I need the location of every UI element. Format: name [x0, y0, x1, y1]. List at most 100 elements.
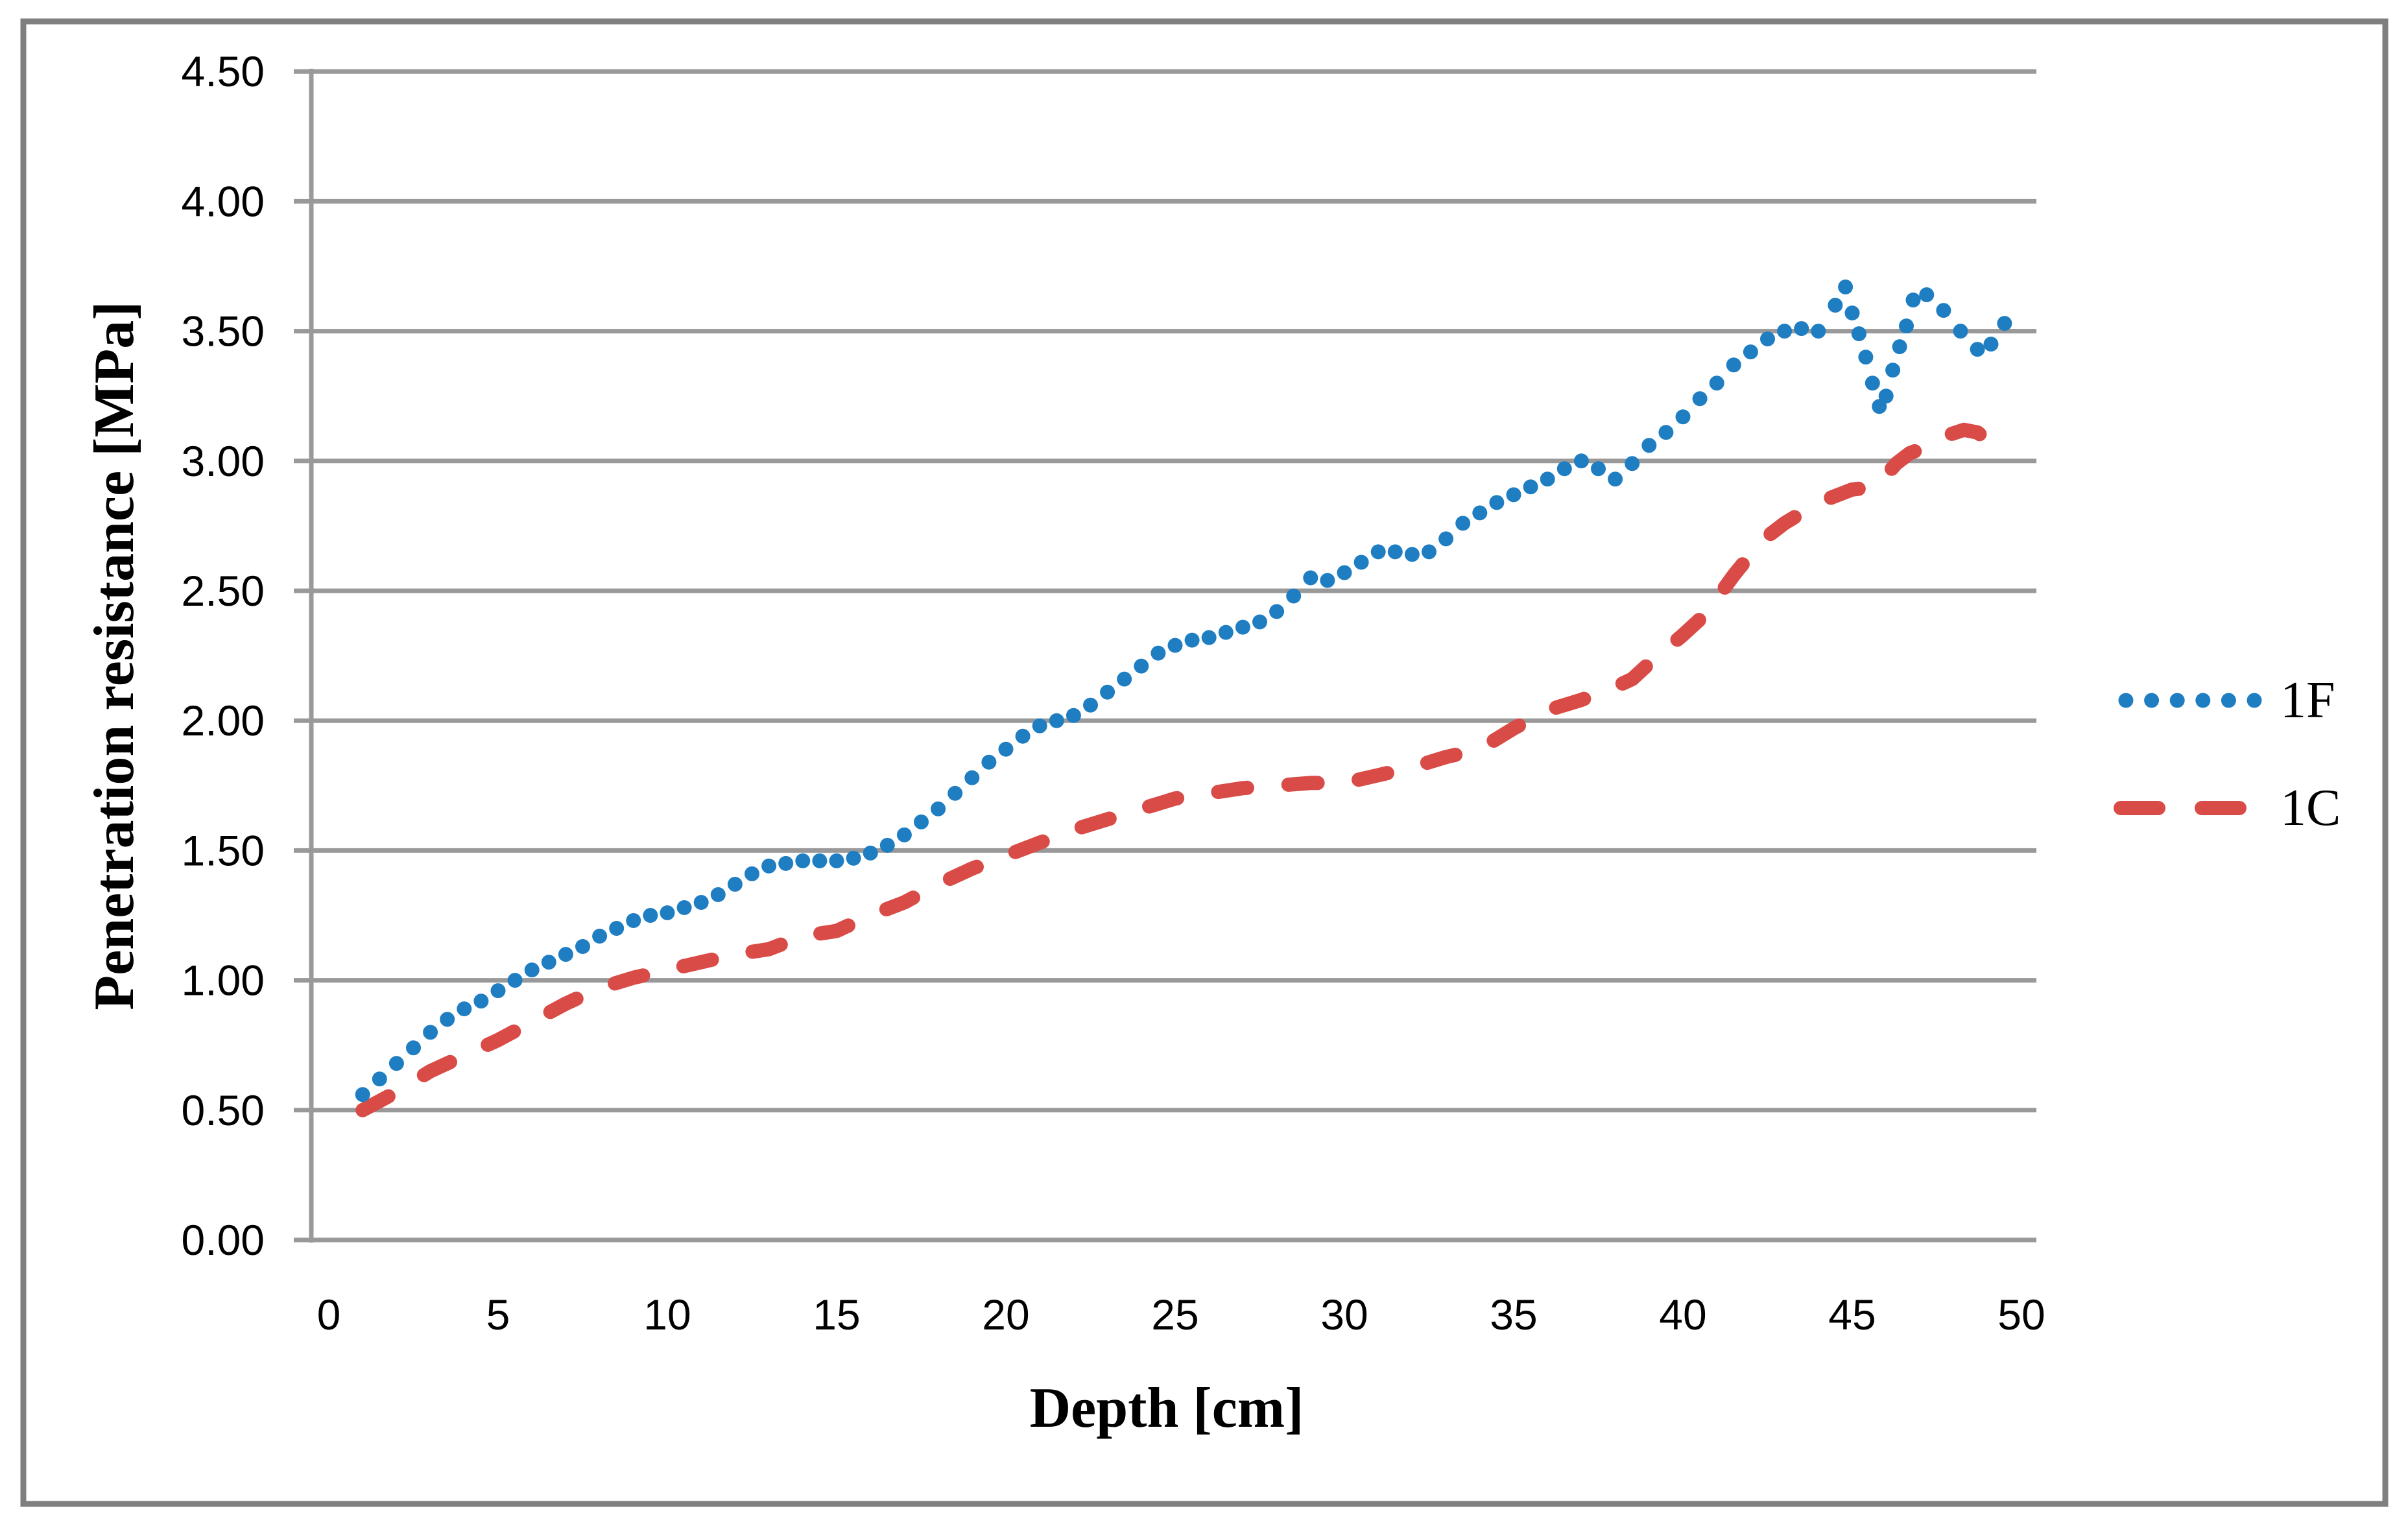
- series-1C-path: [355, 422, 1995, 1117]
- data-point-1F: [609, 921, 625, 936]
- x-tick-label: 45: [1828, 1291, 1876, 1339]
- data-point-1F: [1828, 298, 1843, 313]
- data-point-1F: [1540, 471, 1555, 487]
- data-point-1F: [1387, 544, 1403, 560]
- data-point-1F: [1252, 614, 1267, 630]
- data-point-1F: [1032, 718, 1047, 733]
- data-point-1F: [507, 973, 523, 988]
- x-tick-label: 0: [317, 1291, 341, 1339]
- data-point-1F: [1167, 637, 1183, 653]
- x-tick-label: 40: [1659, 1291, 1706, 1339]
- data-point-1F: [1844, 305, 1860, 321]
- data-point-1F: [1983, 337, 1999, 352]
- data-point-1F: [1353, 554, 1369, 570]
- data-point-1F: [931, 801, 946, 816]
- data-point-1F: [1506, 487, 1521, 503]
- y-axis-title: Penetration resistance [MPa]: [83, 301, 146, 1010]
- data-point-1F: [524, 962, 540, 978]
- data-point-1F: [727, 877, 743, 892]
- x-axis-title: Depth [cm]: [1030, 1377, 1304, 1440]
- data-point-1F: [1100, 684, 1115, 700]
- data-point-1F: [914, 814, 929, 829]
- legend-dot: [2195, 693, 2211, 708]
- data-point-1F: [1117, 671, 1132, 687]
- data-point-1F: [1286, 588, 1302, 604]
- data-point-1F: [1218, 625, 1234, 640]
- x-tick-label: 5: [486, 1291, 510, 1339]
- data-point-1F: [981, 754, 997, 770]
- legend: 1F 1C: [2114, 672, 2341, 837]
- data-point-1F: [1083, 697, 1098, 713]
- y-tick-label: 0.50: [182, 1086, 265, 1134]
- data-point-1F: [829, 853, 844, 868]
- data-point-1F: [1709, 375, 1724, 391]
- x-tick-label: 50: [1997, 1291, 2045, 1339]
- data-point-1F: [1760, 331, 1775, 347]
- data-point-1F: [440, 1012, 455, 1027]
- data-point-1F: [1905, 292, 1921, 308]
- data-point-1F: [1573, 453, 1589, 469]
- y-tick-label: 0.00: [182, 1216, 265, 1264]
- data-point-1F: [812, 853, 828, 868]
- data-point-1F: [998, 741, 1014, 757]
- y-tick-label: 3.00: [182, 437, 265, 485]
- legend-dot: [2169, 693, 2185, 708]
- data-point-1F: [1404, 547, 1420, 562]
- data-point-1F: [676, 900, 692, 915]
- data-point-1F: [1970, 342, 1985, 357]
- data-point-1F: [1899, 318, 1914, 334]
- data-point-1F: [1858, 350, 1874, 365]
- data-point-1F: [1134, 658, 1149, 674]
- x-tick-label: 20: [982, 1291, 1029, 1339]
- data-point-1F: [1201, 630, 1217, 645]
- data-point-1F: [1997, 316, 2012, 331]
- data-point-1F: [1878, 388, 1894, 404]
- data-point-1F: [1777, 324, 1793, 339]
- legend-label-1C: 1C: [2280, 780, 2341, 837]
- data-point-1F: [388, 1056, 404, 1071]
- data-point-1F: [1269, 604, 1285, 619]
- x-tick-label: 30: [1320, 1291, 1368, 1339]
- data-point-1F: [473, 994, 489, 1009]
- data-point-1F: [541, 955, 556, 970]
- data-point-1F: [693, 895, 709, 910]
- data-point-1F: [1919, 287, 1935, 302]
- data-point-1F: [1184, 632, 1200, 648]
- series-1F-dotted-line: [355, 280, 2012, 1102]
- figure-border: [20, 18, 2389, 1507]
- data-point-1F: [1794, 321, 1809, 337]
- y-tick-label: 2.50: [182, 567, 265, 615]
- data-point-1F: [406, 1040, 421, 1056]
- series-1C-dashed-line: [355, 422, 1995, 1117]
- data-point-1F: [964, 770, 980, 785]
- legend-dot: [2247, 693, 2262, 708]
- data-point-1F: [1851, 326, 1866, 342]
- data-point-1F: [778, 855, 794, 871]
- data-point-1F: [355, 1087, 370, 1102]
- data-point-1F: [1675, 409, 1691, 425]
- data-point-1F: [745, 866, 759, 881]
- gridlines: [294, 69, 2036, 1243]
- data-point-1F: [457, 1001, 472, 1017]
- data-point-1F: [1892, 339, 1907, 355]
- data-point-1F: [1489, 495, 1505, 510]
- data-point-1F: [863, 845, 878, 861]
- data-point-1F: [1523, 479, 1538, 495]
- data-point-1F: [761, 858, 777, 874]
- data-point-1F: [1641, 438, 1657, 453]
- data-point-1F: [795, 853, 811, 868]
- data-point-1F: [1015, 728, 1031, 744]
- x-tick-label: 35: [1490, 1291, 1537, 1339]
- x-tick-label: 25: [1151, 1291, 1198, 1339]
- data-point-1F: [575, 939, 590, 954]
- y-tick-label: 4.50: [182, 47, 265, 95]
- data-point-1F: [1066, 708, 1081, 723]
- data-point-1F: [1838, 280, 1854, 294]
- data-point-1F: [896, 827, 912, 842]
- data-point-1F: [626, 913, 641, 928]
- data-point-1F: [1370, 544, 1386, 560]
- y-tick-label: 2.00: [182, 697, 265, 745]
- data-point-1F: [1811, 324, 1826, 339]
- data-point-1F: [1936, 303, 1951, 318]
